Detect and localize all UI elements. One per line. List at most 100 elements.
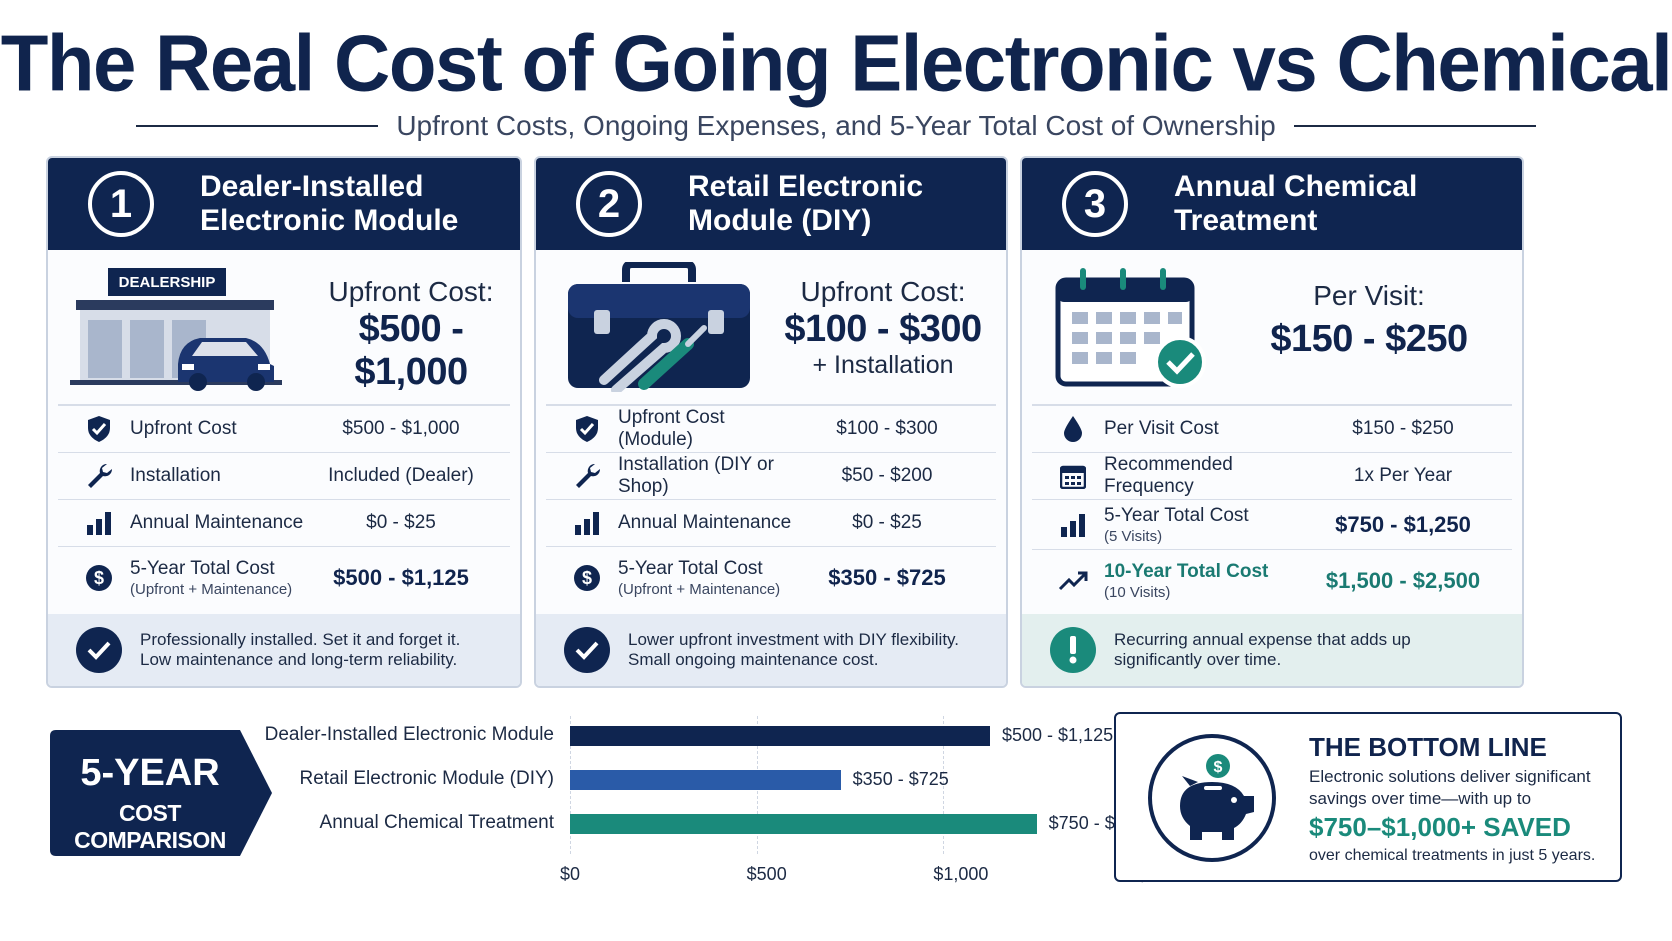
savings-amount: $750–$1,000+ SAVED — [1309, 812, 1571, 842]
card-header: 2 Retail Electronic Module (DIY) — [536, 158, 1006, 250]
card-hero: DEALERSHIP Upfront Cost: $500 - $1,000 — [58, 250, 510, 406]
card-dealer-installed: 1 Dealer-Installed Electronic Module DEA… — [46, 156, 522, 688]
badge-title: 5-YEAR — [80, 752, 220, 794]
card-title: Retail Electronic Module (DIY) — [688, 170, 924, 237]
footer-line: Lower upfront investment with DIY flexib… — [628, 630, 960, 649]
price-value: $500 - $1,000 — [354, 308, 468, 393]
card-number: 1 — [88, 171, 154, 237]
bar-chart-icon — [572, 508, 602, 538]
cost-rows: Per Visit Cost $150 - $250 Recommended F… — [1032, 406, 1512, 612]
price-note: + Installation — [812, 351, 954, 379]
row-label: Upfront Cost (Module) — [618, 407, 725, 450]
table-row: Annual Maintenance $0 - $25 — [58, 500, 510, 547]
row-value: $350 - $725 — [828, 565, 946, 590]
row-label: Annual Maintenance — [618, 512, 792, 533]
row-sublabel: (Upfront + Maintenance) — [618, 581, 781, 598]
check-circle-icon — [564, 627, 610, 673]
row-label: Annual Maintenance — [130, 512, 304, 533]
table-row: Installation Included (Dealer) — [58, 453, 510, 500]
chart-bar — [570, 770, 841, 790]
card-hero: Per Visit: $150 - $250 — [1032, 250, 1512, 406]
card-title: Dealer-Installed Electronic Module — [200, 170, 459, 237]
row-label: Per Visit Cost — [1104, 418, 1219, 439]
card-header: 3 Annual Chemical Treatment — [1022, 158, 1522, 250]
svg-text:$: $ — [1214, 759, 1223, 776]
calendar-icon — [1058, 461, 1088, 491]
chart-category-label: Annual Chemical Treatment — [319, 812, 554, 833]
row-value: $100 - $300 — [836, 418, 938, 439]
page-title: The Real Cost of Going Electronic vs Che… — [0, 18, 1672, 108]
chart-x-tick-label: $500 — [746, 864, 787, 884]
bottom-line-box: $ THE BOTTOM LINE Electronic solutions d… — [1114, 712, 1622, 882]
price-label: Upfront Cost: — [328, 276, 494, 307]
row-label: 5-Year Total Cost (Upfront + Maintenance) — [130, 558, 306, 598]
chart-gridline — [943, 716, 945, 854]
drop-icon — [1058, 414, 1088, 444]
arrow-badge-shape — [50, 730, 272, 856]
table-row: $ 5-Year Total Cost (Upfront + Maintenanc… — [546, 547, 996, 609]
card-footer: Recurring annual expense that adds up sig… — [1022, 614, 1522, 686]
card-hero: Upfront Cost: $100 - $300 + Installation — [546, 250, 996, 406]
price-label: Upfront Cost: — [800, 276, 966, 307]
toolbox-icon — [568, 262, 750, 392]
row-label: 5-Year Total Cost (5 Visits) — [1104, 505, 1308, 545]
trend-up-icon — [1058, 566, 1088, 596]
chart-category-label: Retail Electronic Module (DIY) — [299, 768, 554, 789]
footer-text: Recurring annual expense that adds up sig… — [1114, 630, 1411, 670]
row-value: $150 - $250 — [1352, 418, 1454, 439]
svg-text:$: $ — [582, 568, 592, 588]
subtitle-rule-left — [136, 125, 379, 127]
shield-check-icon — [84, 414, 114, 444]
calendar-check-icon — [1055, 268, 1206, 388]
bottom-line-title: THE BOTTOM LINE — [1309, 732, 1547, 762]
card-title: Annual Chemical Treatment — [1174, 170, 1418, 237]
row-value: $1,500 - $2,500 — [1325, 568, 1481, 593]
card-retail-diy: 2 Retail Electronic Module (DIY) Upfront… — [534, 156, 1008, 688]
svg-text:$: $ — [94, 568, 104, 588]
row-label-main: 5-Year Total Cost — [1104, 504, 1249, 526]
cost-rows: Upfront Cost $500 - $1,000 Installation … — [58, 406, 510, 609]
table-row: Per Visit Cost $150 - $250 — [1032, 406, 1512, 453]
card-footer: Lower upfront investment with DIY flexib… — [536, 614, 1006, 686]
badge-subtitle: COST COMPARISON — [74, 800, 226, 853]
footer-text: Professionally installed. Set it and for… — [140, 630, 460, 670]
card-number: 3 — [1062, 171, 1128, 237]
exclamation-circle-icon — [1050, 627, 1096, 673]
footer-line: Recurring annual expense that adds up — [1114, 630, 1411, 649]
chart-category-label: Dealer-Installed Electronic Module — [264, 724, 554, 745]
table-row: Installation (DIY or Shop) $50 - $200 — [546, 453, 996, 500]
wrench-icon — [84, 461, 114, 491]
chart-x-tick-label: $0 — [560, 864, 581, 884]
dollar-icon: $ — [572, 563, 602, 593]
table-row: Upfront Cost $500 - $1,000 — [58, 406, 510, 453]
footer-line: Low maintenance and long-term reliabilit… — [140, 650, 458, 669]
page-subtitle: Upfront Costs, Ongoing Expenses, and 5-Y… — [396, 110, 1276, 141]
row-label: Installation — [130, 465, 221, 486]
price-value: $100 - $300 — [784, 308, 982, 350]
row-value: $0 - $25 — [852, 512, 922, 533]
footer-line: significantly over time. — [1114, 650, 1282, 669]
price-value: $150 - $250 — [1270, 318, 1468, 360]
table-row: $ 5-Year Total Cost (Upfront + Maintenanc… — [58, 547, 510, 609]
card-footer: Professionally installed. Set it and for… — [48, 614, 520, 686]
comparison-badge: 5-YEAR COST COMPARISON — [50, 730, 272, 856]
card-annual-chemical: 3 Annual Chemical Treatment Per Visit: $… — [1020, 156, 1524, 688]
card-header: 1 Dealer-Installed Electronic Module — [48, 158, 520, 250]
row-label-main: 5-Year Total Cost — [130, 558, 275, 579]
row-label: 5-Year Total Cost (Upfront + Maintenance) — [618, 558, 792, 598]
table-row: 5-Year Total Cost (5 Visits) $750 - $1,25… — [1032, 500, 1512, 550]
chart-data-label: $500 - $1,125 — [1002, 725, 1114, 745]
bottom-line-text-line: savings over time—with up to — [1309, 789, 1532, 808]
bar-chart-icon — [84, 508, 114, 538]
chart-bar — [570, 814, 1037, 834]
row-label: Recommended Frequency — [1104, 454, 1233, 497]
bottom-line-tail: over chemical treatments in just 5 years… — [1309, 847, 1596, 864]
table-row: Upfront Cost (Module) $100 - $300 — [546, 406, 996, 453]
row-value: $750 - $1,250 — [1335, 511, 1471, 537]
chart-data-label: $350 - $725 — [852, 769, 949, 789]
chart-bar — [570, 726, 990, 746]
row-value: Included (Dealer) — [328, 465, 474, 486]
dealership-sign: DEALERSHIP — [119, 274, 216, 291]
row-label: Upfront Cost — [130, 418, 237, 439]
row-value: $500 - $1,000 — [342, 418, 460, 439]
